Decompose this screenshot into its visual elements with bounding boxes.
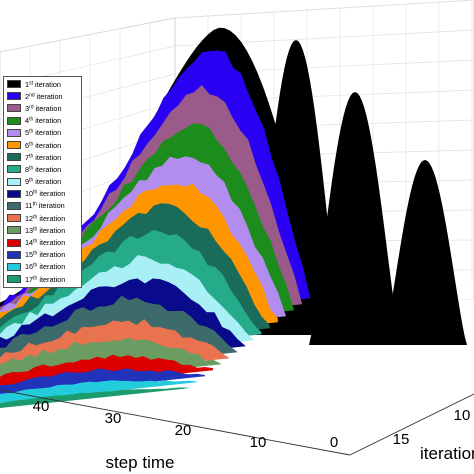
- legend-label: 7th iteration: [25, 152, 62, 162]
- legend-swatch: [7, 189, 21, 198]
- legend-item: 15th iteration: [4, 249, 81, 261]
- x-tick-label: 10: [250, 434, 267, 451]
- y-axis-title: iteration: [420, 444, 474, 463]
- grid-line-horizontal: [174, 0, 474, 19]
- legend-label: 13th iteration: [25, 225, 66, 235]
- legend-swatch: [7, 214, 21, 223]
- y-axis-line: [349, 393, 474, 456]
- axes: 10 20 30 40 0 10 15 step time iteration: [0, 389, 474, 472]
- legend-swatch: [7, 92, 21, 101]
- legend-swatch: [7, 116, 21, 125]
- legend-item: 13th iteration: [4, 224, 81, 236]
- legend-label: 6th iteration: [25, 140, 62, 150]
- legend-item: 3rd iteration: [4, 102, 81, 114]
- x-axis-line: [0, 389, 351, 456]
- legend-label: 17th iteration: [25, 274, 66, 284]
- legend-item: 12th iteration: [4, 212, 81, 224]
- legend-label: 1st iteration: [25, 79, 61, 89]
- legend-label: 9th iteration: [25, 177, 62, 187]
- legend-swatch: [7, 141, 21, 150]
- legend-label: 14th iteration: [25, 238, 66, 248]
- legend-label: 2nd iteration: [25, 91, 63, 101]
- legend-item: 7th iteration: [4, 151, 81, 163]
- legend-swatch: [7, 201, 21, 210]
- legend-label: 12th iteration: [25, 213, 66, 223]
- legend-item: 14th iteration: [4, 236, 81, 248]
- z-tick-label: 0: [330, 434, 338, 451]
- legend-label: 5th iteration: [25, 128, 62, 138]
- legend-swatch: [7, 165, 21, 174]
- legend-item: 8th iteration: [4, 163, 81, 175]
- legend-item: 5th iteration: [4, 127, 81, 139]
- series-1-hump-3: [383, 160, 467, 345]
- legend-item: 16th iteration: [4, 261, 81, 273]
- legend: 1st iteration 2nd iteration 3rd iteration 4…: [3, 76, 82, 289]
- x-tick-label: 20: [175, 422, 192, 439]
- legend-label: 10th iteration: [25, 189, 66, 199]
- legend-swatch: [7, 250, 21, 259]
- x-axis-title: step time: [106, 453, 175, 472]
- legend-swatch: [7, 128, 21, 137]
- legend-label: 4th iteration: [25, 116, 62, 126]
- legend-swatch: [7, 226, 21, 235]
- y-tick-label: 10: [454, 407, 471, 424]
- legend-label: 3rd iteration: [25, 103, 62, 113]
- legend-label: 15th iteration: [25, 250, 66, 260]
- legend-swatch: [7, 153, 21, 162]
- y-tick-label: 15: [393, 431, 410, 448]
- legend-swatch: [7, 80, 21, 89]
- legend-item: 4th iteration: [4, 115, 81, 127]
- legend-item: 10th iteration: [4, 188, 81, 200]
- legend-swatch: [7, 238, 21, 247]
- series-area-17: [0, 387, 189, 408]
- legend-item: 17th iteration: [4, 273, 81, 285]
- legend-item: 1st iteration: [4, 78, 81, 90]
- legend-swatch: [7, 177, 21, 186]
- legend-label: 11th iteration: [25, 201, 65, 211]
- legend-item: 11th iteration: [4, 200, 81, 212]
- legend-label: 16th iteration: [25, 262, 66, 272]
- legend-item: 9th iteration: [4, 176, 81, 188]
- legend-label: 8th iteration: [25, 164, 62, 174]
- legend-swatch: [7, 262, 21, 271]
- legend-swatch: [7, 275, 21, 284]
- legend-item: 2nd iteration: [4, 90, 81, 102]
- legend-swatch: [7, 104, 21, 113]
- x-tick-label: 30: [105, 410, 122, 427]
- legend-item: 6th iteration: [4, 139, 81, 151]
- x-tick-label: 40: [33, 398, 50, 415]
